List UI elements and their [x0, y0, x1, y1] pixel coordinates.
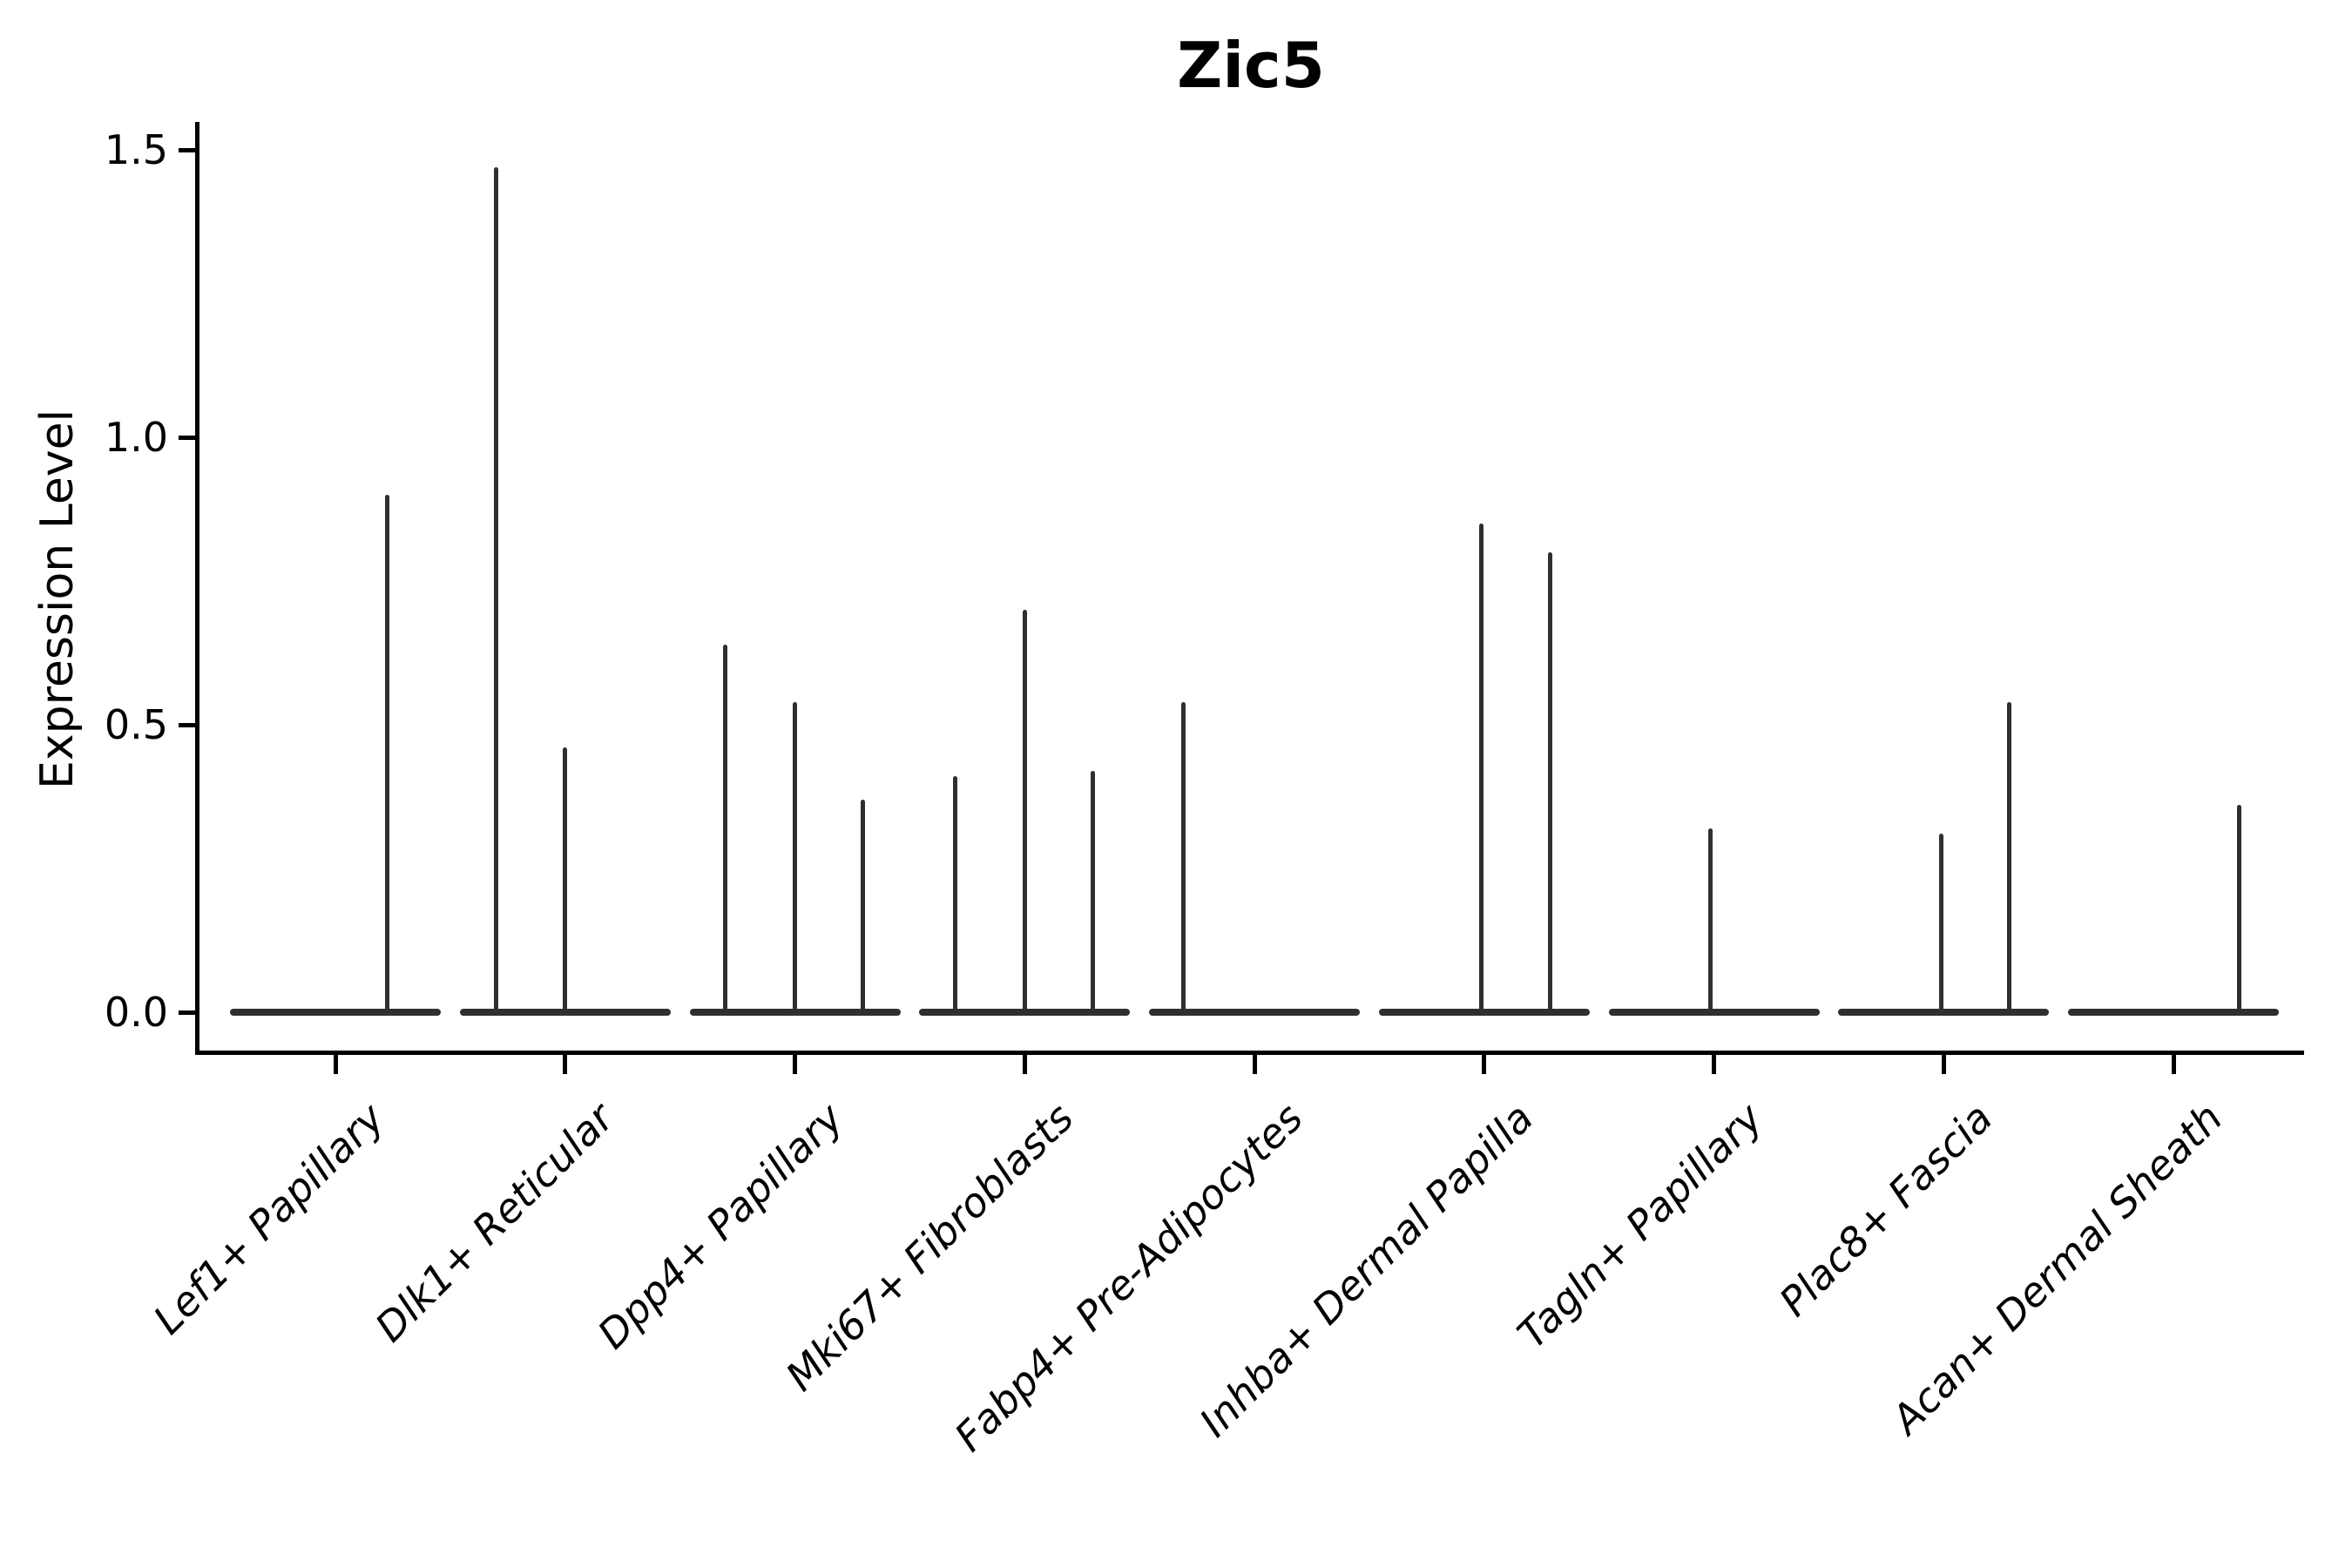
y-axis-label: Expression Level: [31, 409, 84, 790]
expression-spike: [494, 166, 499, 1015]
x-tick-mark: [1482, 1055, 1487, 1074]
expression-spike: [723, 644, 727, 1015]
expression-spike: [384, 495, 389, 1015]
y-tick-label: 0.0: [104, 989, 168, 1036]
x-tick-mark: [333, 1055, 338, 1074]
expression-spike: [1090, 770, 1095, 1015]
expression-spike: [1548, 552, 1553, 1015]
x-tick-label: Dlk1+ Reticular: [366, 1094, 623, 1351]
expression-spike: [2236, 805, 2241, 1015]
violin-body: [1378, 1009, 1590, 1016]
x-tick-mark: [1252, 1055, 1257, 1074]
y-tick-label: 0.5: [104, 701, 168, 748]
x-tick-mark: [1941, 1055, 1946, 1074]
y-tick-label: 1.0: [104, 414, 168, 461]
expression-spike: [1022, 610, 1027, 1015]
expression-spike: [1938, 834, 1943, 1015]
violin-body: [2068, 1009, 2279, 1016]
x-tick-mark: [2171, 1055, 2176, 1074]
expression-spike: [861, 799, 865, 1015]
x-tick-label: Tagln+ Papillary: [1508, 1094, 1772, 1358]
y-tick-label: 1.5: [104, 126, 168, 173]
violin-body: [1608, 1009, 1820, 1016]
violin-body: [1149, 1009, 1360, 1016]
expression-spike: [1708, 828, 1713, 1015]
expression-spike: [793, 701, 797, 1015]
violin-body: [1838, 1009, 2050, 1016]
violin-body: [230, 1009, 441, 1016]
expression-spike: [1180, 701, 1186, 1015]
expression-spike: [2006, 701, 2011, 1015]
y-tick-mark: [179, 1010, 198, 1015]
y-tick-mark: [179, 147, 198, 152]
x-tick-mark: [563, 1055, 568, 1074]
x-tick-mark: [1022, 1055, 1027, 1074]
x-tick-mark: [1712, 1055, 1716, 1074]
expression-spike: [1479, 524, 1484, 1015]
expression-spike: [952, 776, 957, 1015]
x-tick-label: Plac8+ Fascia: [1770, 1094, 2002, 1326]
x-axis-spine: [195, 1051, 2304, 1055]
plot-title: Zic5: [1177, 29, 1325, 102]
x-tick-mark: [793, 1055, 797, 1074]
expression-spike: [563, 747, 568, 1015]
x-tick-label: Lef1+ Papillary: [144, 1094, 394, 1343]
x-tick-label: Dpp4+ Papillary: [589, 1094, 853, 1358]
y-axis-spine: [195, 122, 199, 1055]
y-tick-mark: [179, 435, 198, 440]
y-tick-mark: [179, 722, 198, 727]
